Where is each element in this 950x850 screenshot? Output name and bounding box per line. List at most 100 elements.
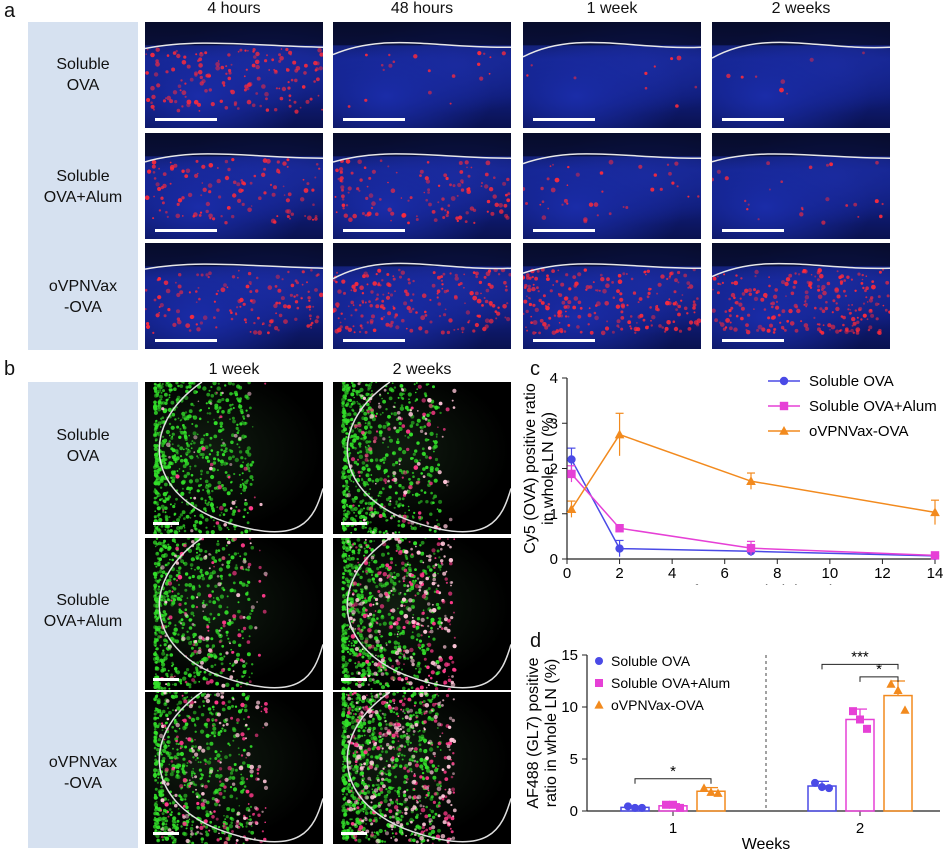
d-point-0-1-0	[811, 778, 819, 787]
d-significance-label-1: ***	[851, 648, 869, 665]
d-y-tick-label: 0	[570, 803, 578, 820]
c-legend-label-1: Soluble OVA+Alum	[809, 398, 937, 415]
d-y-axis-label-line2: ratio in whole LN (%)	[543, 659, 560, 808]
d-legend-marker-0	[595, 657, 603, 665]
c-y-tick-label: 3	[550, 415, 558, 432]
c-point-2-0	[566, 504, 577, 514]
panel-d-label: d	[530, 630, 542, 652]
c-point-2-2	[746, 476, 756, 485]
c-x-tick-label: 2	[615, 565, 623, 582]
micrograph-a-r2-c1	[145, 133, 323, 239]
micrograph-a-r1-c4	[712, 22, 890, 128]
micrograph-a-r3-c4	[712, 243, 890, 349]
c-x-tick-label: 8	[773, 565, 781, 582]
d-point-1-0-2	[676, 803, 684, 812]
panel-d-bar-chart: 0 5 10 15 1 2 Weeks AF488 (GL7) positive ratio i…	[525, 647, 940, 850]
micrograph-a-r1-c2	[333, 22, 511, 128]
d-point-0-0-0	[624, 802, 632, 811]
micrograph-b-r1-c2	[333, 382, 511, 534]
d-point-1-1-0	[849, 707, 857, 716]
panel-a-label: a	[4, 0, 16, 22]
panel-b-row-label-soluble-ova: Soluble OVA	[56, 427, 110, 465]
c-x-tick-label: 0	[563, 565, 571, 582]
panel-a-row-label-soluble-ova-alum: Soluble OVA+Alum	[43, 168, 123, 206]
d-legend-label-0: Soluble OVA	[611, 653, 691, 669]
d-y-tick-label: 5	[570, 751, 578, 768]
panel-a-column-title-2w: 2 weeks	[771, 0, 831, 17]
micrograph-b-r3-c1	[145, 692, 323, 844]
panel-a-column-title-48h: 48 hours	[390, 0, 454, 17]
c-x-tick-label: 4	[668, 565, 676, 582]
micrograph-a-r2-c3	[523, 133, 701, 239]
d-point-1-1-2	[863, 724, 871, 733]
d-point-2-0-2	[713, 788, 723, 797]
c-y-axis-label-line2: in whole LN (%)	[540, 412, 557, 525]
c-y-tick-label: 2	[550, 461, 558, 478]
micrograph-a-r3-c3	[523, 243, 701, 349]
d-point-0-0-2	[638, 803, 646, 812]
panel-a-row-label-ovpnvax-ova: oVPNVax -OVA	[48, 278, 118, 316]
c-x-axis-label: Day after s.c. administration	[652, 583, 850, 585]
c-x-tick-label: 10	[822, 565, 839, 582]
panel-a-column-title-1w: 1 week	[586, 0, 638, 17]
c-point-1-1	[615, 524, 624, 533]
c-series-line-0	[570, 459, 936, 557]
panel-b-row-header-background	[28, 382, 138, 848]
c-x-tick-label: 6	[721, 565, 729, 582]
panel-c-label: c	[530, 358, 540, 380]
d-y-axis-label-line1: AF488 (GL7) positive	[525, 657, 542, 808]
d-x-tick-label-1: 2	[856, 820, 864, 837]
micrograph-b-r2-c1	[145, 538, 323, 690]
d-point-2-1-1	[893, 685, 903, 694]
d-bar-1-1	[845, 718, 875, 812]
panel-a-column-title-4h: 4 hours	[207, 0, 261, 17]
c-point-2-3	[930, 507, 940, 517]
micrograph-a-r1-c3	[523, 22, 701, 128]
c-legend-marker-2	[779, 425, 789, 435]
panel-b-column-title-2w: 2 weeks	[392, 361, 452, 378]
d-significance-label-2: *	[876, 661, 882, 678]
d-x-axis-label: Weeks	[742, 836, 791, 850]
d-y-tick-label: 15	[561, 647, 578, 664]
c-y-axis-label-line1: Cy5 (OVA) positive ratio	[522, 383, 539, 554]
c-legend-label-0: Soluble OVA	[809, 373, 894, 390]
d-legend-marker-1	[595, 679, 603, 687]
d-point-1-0-1	[669, 800, 677, 809]
d-significance-label-0: *	[670, 763, 676, 780]
micrograph-a-r2-c4	[712, 133, 890, 239]
d-point-1-0-0	[662, 800, 670, 809]
panel-a-row-label-soluble-ova: Soluble OVA	[56, 56, 110, 94]
c-point-2-1	[614, 429, 625, 439]
panel-b-row-label-soluble-ova-alum: Soluble OVA+Alum	[43, 592, 123, 630]
panel-a-row-header-background	[28, 22, 138, 350]
micrograph-a-r1-c1	[145, 22, 323, 128]
micrograph-b-r1-c1	[145, 382, 323, 534]
d-significance-bracket-0	[634, 778, 712, 784]
c-point-1-2	[746, 543, 756, 553]
d-x-tick-label-0: 1	[669, 820, 677, 837]
d-legend-label-1: Soluble OVA+Alum	[611, 675, 730, 691]
c-legend-marker-1	[779, 401, 789, 411]
c-y-tick-label: 1	[550, 506, 558, 523]
d-point-2-1-0	[886, 679, 896, 688]
micrograph-a-r2-c2	[333, 133, 511, 239]
panel-b-label: b	[4, 358, 16, 380]
d-y-tick-label: 10	[561, 699, 578, 716]
c-point-0-0	[567, 455, 576, 464]
d-legend-marker-2	[594, 700, 604, 709]
c-point-0-1	[615, 544, 624, 553]
d-point-0-0-1	[631, 803, 639, 812]
d-significance-bracket-2	[859, 676, 899, 682]
d-point-2-0-0	[699, 783, 709, 792]
micrograph-a-r3-c1	[145, 243, 323, 349]
d-point-0-1-2	[825, 784, 833, 793]
d-point-0-1-1	[818, 783, 826, 792]
c-point-1-3	[930, 551, 940, 560]
d-point-1-1-1	[856, 715, 864, 724]
c-y-tick-label: 0	[550, 551, 558, 568]
c-series-line-2	[570, 433, 936, 514]
c-x-tick-label: 14	[927, 565, 944, 582]
d-point-2-0-1	[706, 787, 716, 796]
d-point-2-1-2	[900, 705, 910, 714]
c-point-1-0	[567, 469, 576, 479]
